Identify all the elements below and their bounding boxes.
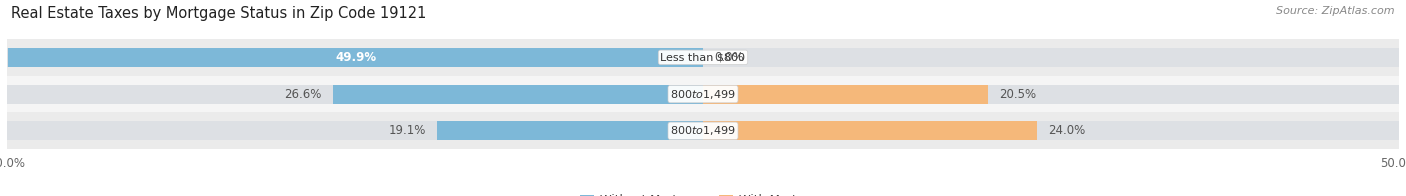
- Bar: [7, 76, 1399, 113]
- Text: 26.6%: 26.6%: [284, 88, 322, 101]
- Text: Less than $800: Less than $800: [661, 52, 745, 62]
- Text: $800 to $1,499: $800 to $1,499: [671, 88, 735, 101]
- Legend: Without Mortgage, With Mortgage: Without Mortgage, With Mortgage: [575, 189, 831, 196]
- Bar: [7, 48, 1399, 67]
- Bar: [333, 84, 703, 104]
- Bar: [7, 113, 1399, 149]
- Text: 49.9%: 49.9%: [335, 51, 377, 64]
- Bar: [703, 121, 1038, 140]
- Bar: [7, 39, 1399, 76]
- Text: $800 to $1,499: $800 to $1,499: [671, 124, 735, 137]
- Bar: [8, 48, 703, 67]
- Bar: [7, 121, 1399, 140]
- Bar: [7, 84, 1399, 104]
- Text: 19.1%: 19.1%: [388, 124, 426, 137]
- Text: 0.0%: 0.0%: [714, 51, 744, 64]
- Text: Real Estate Taxes by Mortgage Status in Zip Code 19121: Real Estate Taxes by Mortgage Status in …: [11, 6, 426, 21]
- Text: 20.5%: 20.5%: [1000, 88, 1036, 101]
- Bar: [437, 121, 703, 140]
- Text: 24.0%: 24.0%: [1049, 124, 1085, 137]
- Bar: [703, 84, 988, 104]
- Text: Source: ZipAtlas.com: Source: ZipAtlas.com: [1277, 6, 1395, 16]
